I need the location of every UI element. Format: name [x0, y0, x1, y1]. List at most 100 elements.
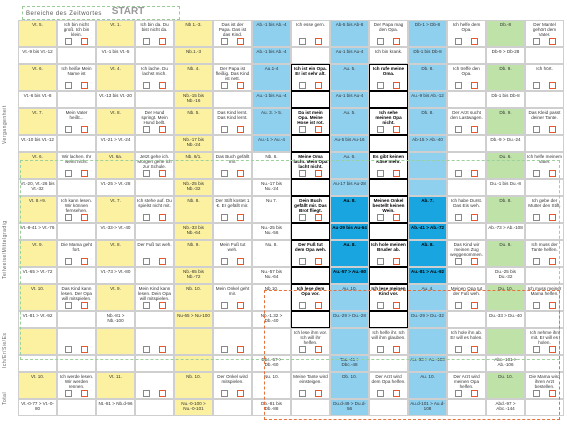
checkbox[interactable]	[532, 258, 540, 265]
checkbox[interactable]	[81, 302, 89, 309]
checkbox[interactable]	[298, 82, 306, 89]
checkbox[interactable]	[532, 346, 540, 353]
checkbox[interactable]	[237, 214, 245, 221]
checkbox[interactable]	[159, 170, 167, 177]
checkbox[interactable]	[315, 390, 323, 397]
checkbox[interactable]	[376, 82, 384, 89]
checkbox[interactable]	[64, 170, 72, 177]
checkbox[interactable]	[142, 258, 150, 265]
checkbox[interactable]	[315, 214, 323, 221]
checkbox[interactable]	[142, 390, 150, 397]
checkbox[interactable]	[454, 126, 462, 133]
checkbox[interactable]	[532, 38, 540, 45]
checkbox[interactable]	[393, 302, 401, 309]
checkbox[interactable]	[64, 346, 72, 353]
checkbox[interactable]	[315, 126, 323, 133]
checkbox[interactable]	[393, 214, 401, 221]
checkbox[interactable]	[376, 126, 384, 133]
checkbox[interactable]	[471, 258, 479, 265]
checkbox[interactable]	[454, 346, 462, 353]
checkbox[interactable]	[315, 38, 323, 45]
checkbox[interactable]	[237, 170, 245, 177]
checkbox[interactable]	[454, 390, 462, 397]
checkbox[interactable]	[393, 258, 401, 265]
checkbox[interactable]	[376, 346, 384, 353]
checkbox[interactable]	[81, 170, 89, 177]
checkbox[interactable]	[220, 258, 228, 265]
checkbox[interactable]	[376, 170, 384, 177]
checkbox[interactable]	[237, 346, 245, 353]
checkbox[interactable]	[471, 82, 479, 89]
checkbox[interactable]	[237, 82, 245, 89]
checkbox[interactable]	[64, 390, 72, 397]
checkbox[interactable]	[64, 214, 72, 221]
checkbox[interactable]	[142, 346, 150, 353]
checkbox[interactable]	[471, 390, 479, 397]
checkbox[interactable]	[298, 302, 306, 309]
checkbox[interactable]	[64, 126, 72, 133]
checkbox[interactable]	[81, 126, 89, 133]
checkbox[interactable]	[532, 302, 540, 309]
checkbox[interactable]	[549, 302, 557, 309]
checkbox[interactable]	[532, 170, 540, 177]
checkbox[interactable]	[393, 170, 401, 177]
checkbox[interactable]	[454, 258, 462, 265]
checkbox[interactable]	[315, 82, 323, 89]
checkbox[interactable]	[142, 82, 150, 89]
checkbox[interactable]	[454, 170, 462, 177]
checkbox[interactable]	[237, 302, 245, 309]
checkbox[interactable]	[549, 390, 557, 397]
checkbox[interactable]	[159, 302, 167, 309]
checkbox[interactable]	[471, 170, 479, 177]
checkbox[interactable]	[454, 82, 462, 89]
checkbox[interactable]	[159, 258, 167, 265]
checkbox[interactable]	[81, 214, 89, 221]
checkbox[interactable]	[220, 214, 228, 221]
checkbox[interactable]	[142, 170, 150, 177]
checkbox[interactable]	[298, 346, 306, 353]
checkbox[interactable]	[315, 302, 323, 309]
checkbox[interactable]	[532, 82, 540, 89]
checkbox[interactable]	[298, 258, 306, 265]
checkbox[interactable]	[81, 258, 89, 265]
checkbox[interactable]	[298, 126, 306, 133]
checkbox[interactable]	[81, 346, 89, 353]
checkbox[interactable]	[220, 302, 228, 309]
checkbox[interactable]	[315, 258, 323, 265]
checkbox[interactable]	[376, 38, 384, 45]
checkbox[interactable]	[393, 38, 401, 45]
checkbox[interactable]	[315, 170, 323, 177]
checkbox[interactable]	[159, 126, 167, 133]
checkbox[interactable]	[549, 170, 557, 177]
checkbox[interactable]	[471, 38, 479, 45]
checkbox[interactable]	[142, 214, 150, 221]
checkbox[interactable]	[220, 170, 228, 177]
checkbox[interactable]	[298, 38, 306, 45]
checkbox[interactable]	[220, 38, 228, 45]
checkbox[interactable]	[376, 302, 384, 309]
checkbox[interactable]	[471, 126, 479, 133]
checkbox[interactable]	[532, 390, 540, 397]
checkbox[interactable]	[64, 38, 72, 45]
checkbox[interactable]	[159, 390, 167, 397]
checkbox[interactable]	[471, 214, 479, 221]
checkbox[interactable]	[81, 390, 89, 397]
checkbox[interactable]	[549, 38, 557, 45]
checkbox[interactable]	[471, 346, 479, 353]
checkbox[interactable]	[237, 390, 245, 397]
checkbox[interactable]	[64, 258, 72, 265]
checkbox[interactable]	[393, 82, 401, 89]
checkbox[interactable]	[237, 258, 245, 265]
checkbox[interactable]	[159, 346, 167, 353]
checkbox[interactable]	[454, 38, 462, 45]
checkbox[interactable]	[220, 82, 228, 89]
checkbox[interactable]	[220, 390, 228, 397]
checkbox[interactable]	[532, 126, 540, 133]
checkbox[interactable]	[549, 214, 557, 221]
checkbox[interactable]	[376, 258, 384, 265]
checkbox[interactable]	[298, 214, 306, 221]
checkbox[interactable]	[237, 38, 245, 45]
checkbox[interactable]	[549, 346, 557, 353]
checkbox[interactable]	[298, 390, 306, 397]
checkbox[interactable]	[64, 302, 72, 309]
